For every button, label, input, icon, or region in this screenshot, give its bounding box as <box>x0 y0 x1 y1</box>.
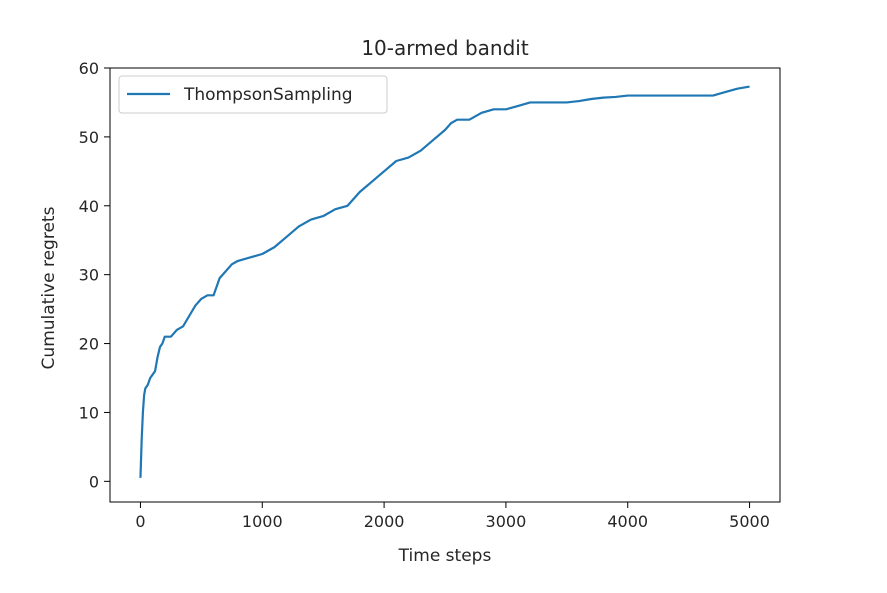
series-layer <box>139 85 750 478</box>
y-tick-label: 0 <box>89 472 99 491</box>
x-tick-label: 0 <box>135 512 145 531</box>
y-tick-label: 10 <box>79 403 99 422</box>
y-axis: 0 10 20 30 40 50 60 <box>79 59 110 491</box>
legend: ThompsonSampling <box>118 75 388 114</box>
y-axis-label: Cumulative regrets <box>39 206 59 369</box>
x-tick-label: 4000 <box>607 512 648 531</box>
y-tick-label: 20 <box>79 335 99 354</box>
x-tick-label: 3000 <box>486 512 527 531</box>
y-tick-label: 60 <box>79 59 99 78</box>
plot-frame <box>109 67 781 503</box>
x-tick-label: 5000 <box>729 512 770 531</box>
chart-title: 10-armed bandit <box>361 36 529 60</box>
series-line <box>139 85 750 478</box>
x-axis-label: Time steps <box>398 546 492 566</box>
y-tick-label: 30 <box>79 266 99 285</box>
x-tick-label: 1000 <box>242 512 283 531</box>
legend-label: ThompsonSampling <box>183 85 353 105</box>
y-tick-label: 50 <box>79 128 99 147</box>
legend-box <box>118 75 388 114</box>
x-tick-label: 2000 <box>364 512 405 531</box>
y-tick-label: 40 <box>79 197 99 216</box>
x-axis: 0 1000 2000 3000 4000 5000 <box>135 502 770 531</box>
